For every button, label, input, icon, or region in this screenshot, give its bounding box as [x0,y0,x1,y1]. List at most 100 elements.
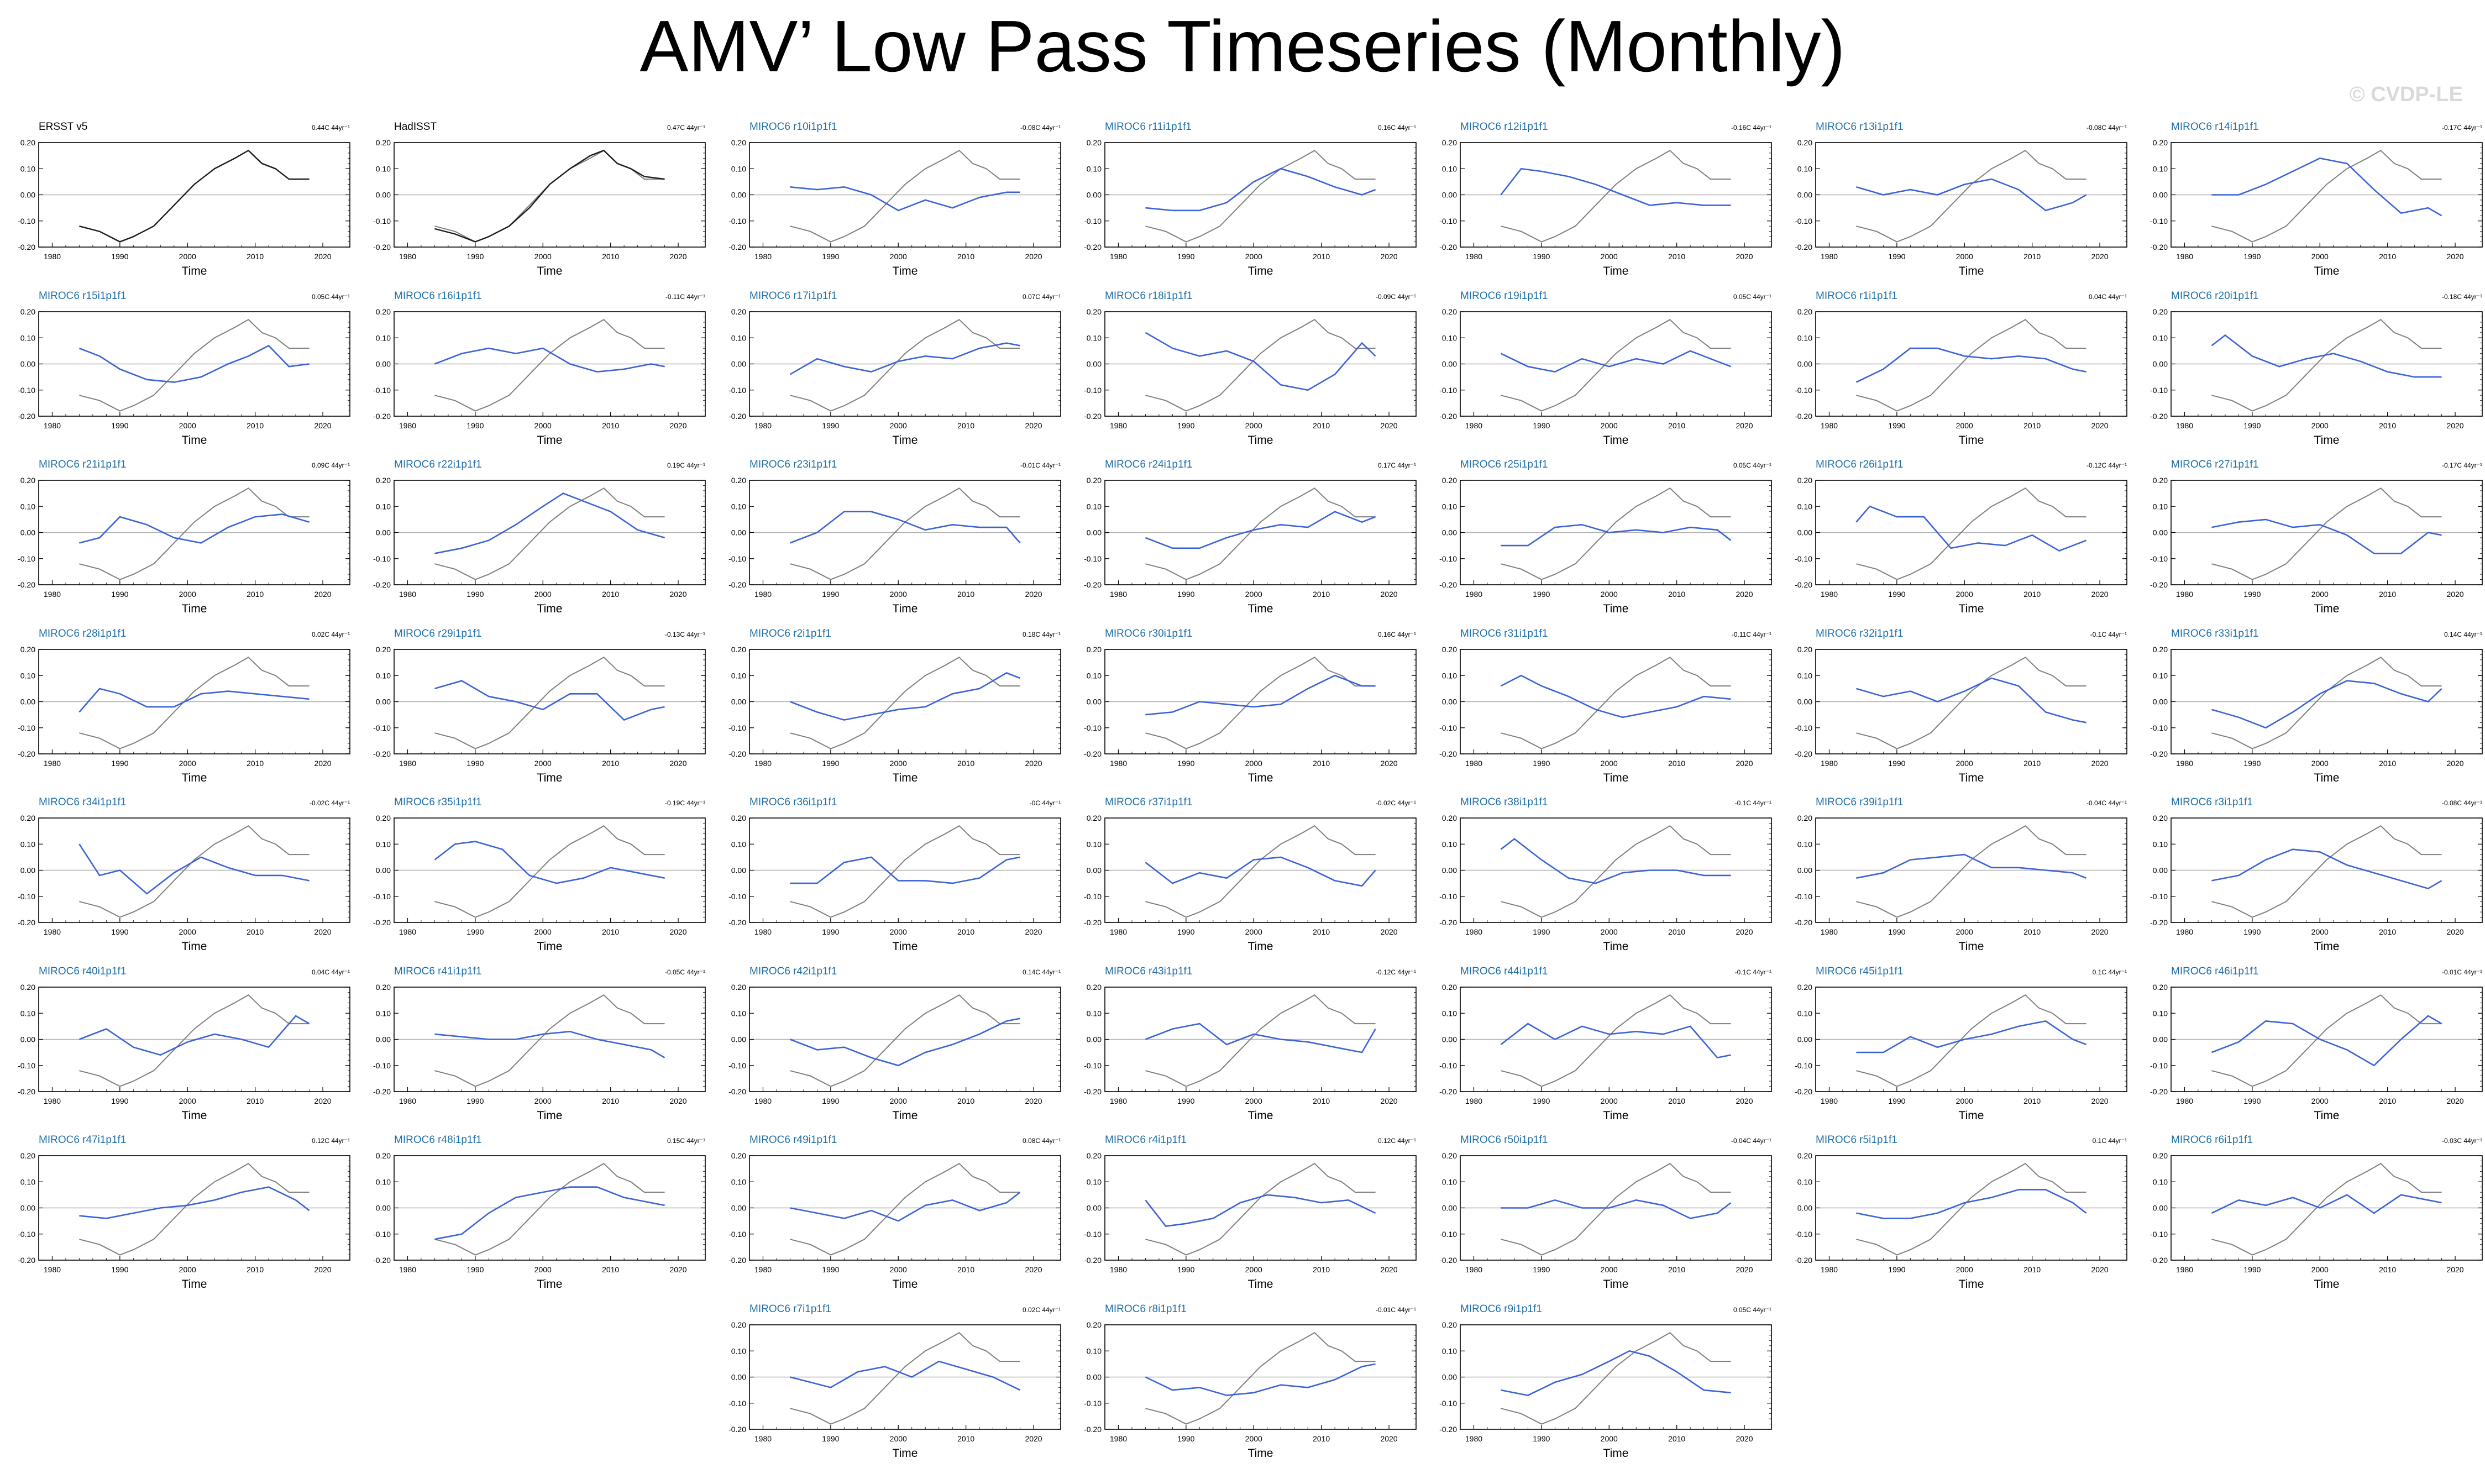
panel-trend: 0.05C 44yr⁻¹ [1733,293,1771,301]
x-tick-label: 1980 [2176,1265,2193,1274]
x-tick-label: 2000 [1601,927,1618,936]
panel-trend: 0.17C 44yr⁻¹ [1378,462,1416,469]
x-tick-label: 2000 [1245,421,1262,430]
x-axis-label: Time [1959,602,1984,615]
model-series-line [1500,167,1731,206]
reference-series-line [79,994,310,1087]
x-tick-label: 2010 [957,252,974,261]
x-tick-label: 2020 [1380,590,1397,599]
panel-title: MIROC6 r27i1p1f1 [2171,459,2258,470]
y-tick-label: -0.20 [2150,1256,2168,1265]
y-tick-label: -0.10 [1084,385,1102,394]
x-tick-label: 2000 [1245,927,1262,936]
panel-title: MIROC6 r30i1p1f1 [1105,628,1192,639]
y-tick-label: -0.20 [18,243,35,251]
panel: MIROC6 r28i1p1f1 0.02C 44yr⁻¹ 0.20 0.10 0.00… [18,628,350,784]
x-tick-label: 2020 [1380,1097,1397,1105]
x-axis-label: Time [1959,940,1984,953]
x-tick-label: 1980 [2176,1097,2193,1105]
model-series-line [1145,674,1376,715]
reference-series-line [2211,994,2442,1087]
y-tick-label: -0.10 [1084,1061,1102,1069]
x-tick-label: 2000 [2311,252,2329,261]
y-tick-label: 0.00 [1797,1035,1812,1043]
panel-title: MIROC6 r9i1p1f1 [1460,1303,1542,1315]
x-axis-label: Time [537,434,563,447]
y-tick-label: 0.00 [731,1372,746,1381]
panel: MIROC6 r30i1p1f1 0.16C 44yr⁻¹ 0.20 0.10 0.00… [1084,628,1417,784]
model-series-line [434,679,665,721]
x-tick-label: 1990 [1177,759,1194,768]
panel-trend: -0.09C 44yr⁻¹ [1376,293,1416,301]
y-tick-label: 0.00 [731,866,746,875]
y-tick-label: 0.10 [2153,671,2168,680]
y-tick-label: -0.10 [2150,217,2168,226]
x-tick-label: 2000 [1956,1265,1973,1274]
x-tick-label: 2010 [2023,1097,2041,1105]
x-tick-label: 1980 [44,590,61,599]
panel-title: MIROC6 r29i1p1f1 [394,628,481,639]
y-tick-label: 0.10 [1797,840,1812,848]
x-tick-label: 2020 [2091,252,2108,261]
y-tick-label: 0.00 [2153,528,2168,537]
panel-title: MIROC6 r12i1p1f1 [1460,121,1548,133]
x-tick-label: 2010 [602,1265,619,1274]
x-tick-label: 1990 [1888,590,1905,599]
x-tick-label: 2000 [890,1265,907,1274]
y-tick-label: 0.20 [1087,645,1102,654]
x-tick-label: 1980 [1110,1097,1127,1105]
panel-title: MIROC6 r18i1p1f1 [1105,290,1192,302]
panel-trend: -0.12C 44yr⁻¹ [2086,462,2127,469]
y-tick-label: 0.10 [1087,1177,1102,1186]
panel-title: MIROC6 r17i1p1f1 [749,290,837,302]
y-tick-label: 0.20 [20,645,35,654]
y-tick-label: 0.20 [20,307,35,316]
y-tick-label: -0.10 [1795,1061,1812,1069]
reference-series-line [790,994,1020,1087]
reference-series-line [1501,1331,1731,1425]
y-tick-label: 0.10 [1797,502,1812,511]
panel-title: MIROC6 r20i1p1f1 [2171,290,2258,302]
x-tick-label: 1980 [399,1265,416,1274]
panel: MIROC6 r11i1p1f1 0.16C 44yr⁻¹ 0.20 0.10 0.00… [1084,121,1417,277]
y-tick-label: -0.20 [18,412,35,421]
x-tick-label: 1990 [2243,1265,2261,1274]
reference-series-line [1501,149,1731,243]
panel-trend: 0.1C 44yr⁻¹ [2093,1137,2127,1145]
y-tick-label: 0.00 [376,191,391,200]
y-tick-label: 0.20 [2153,476,2168,485]
x-tick-label: 2020 [669,252,686,261]
panel-title: MIROC6 r43i1p1f1 [1105,966,1192,977]
panel-trend: -0.02C 44yr⁻¹ [1376,799,1416,807]
x-tick-label: 1980 [2176,927,2193,936]
x-tick-label: 2020 [1025,252,1042,261]
reference-series-line [2211,318,2442,412]
y-tick-label: -0.20 [373,749,391,758]
panel-trend: -0.08C 44yr⁻¹ [1020,124,1061,132]
reference-series-line [790,1331,1020,1425]
x-tick-label: 1980 [754,1265,772,1274]
reference-series-line [1145,487,1376,580]
y-tick-label: 0.00 [1442,1372,1457,1381]
y-tick-label: 0.10 [376,164,391,173]
reference-series-line [434,149,665,243]
x-tick-label: 2010 [602,927,619,936]
x-axis-label: Time [182,772,207,784]
x-axis-label: Time [1248,434,1273,447]
x-tick-label: 2020 [669,927,686,936]
model-series-line [790,1360,1021,1391]
x-tick-label: 2010 [247,590,264,599]
y-tick-label: 0.10 [1442,502,1457,511]
y-tick-label: -0.20 [373,580,391,589]
panel: MIROC6 r21i1p1f1 0.09C 44yr⁻¹ 0.20 0.10 0.00… [18,459,350,615]
x-tick-label: 1990 [1888,1097,1905,1105]
x-tick-label: 2020 [1025,1434,1042,1443]
y-tick-label: -0.20 [18,1087,35,1096]
x-axis-label: Time [1959,1278,1984,1291]
model-series-line [1501,1350,1731,1396]
x-axis-label: Time [537,772,563,784]
panel-trend: -0.1C 44yr⁻¹ [1735,799,1771,807]
x-tick-label: 1990 [466,252,484,261]
model-series-line [2211,1194,2442,1214]
y-tick-label: 0.00 [1087,697,1102,706]
